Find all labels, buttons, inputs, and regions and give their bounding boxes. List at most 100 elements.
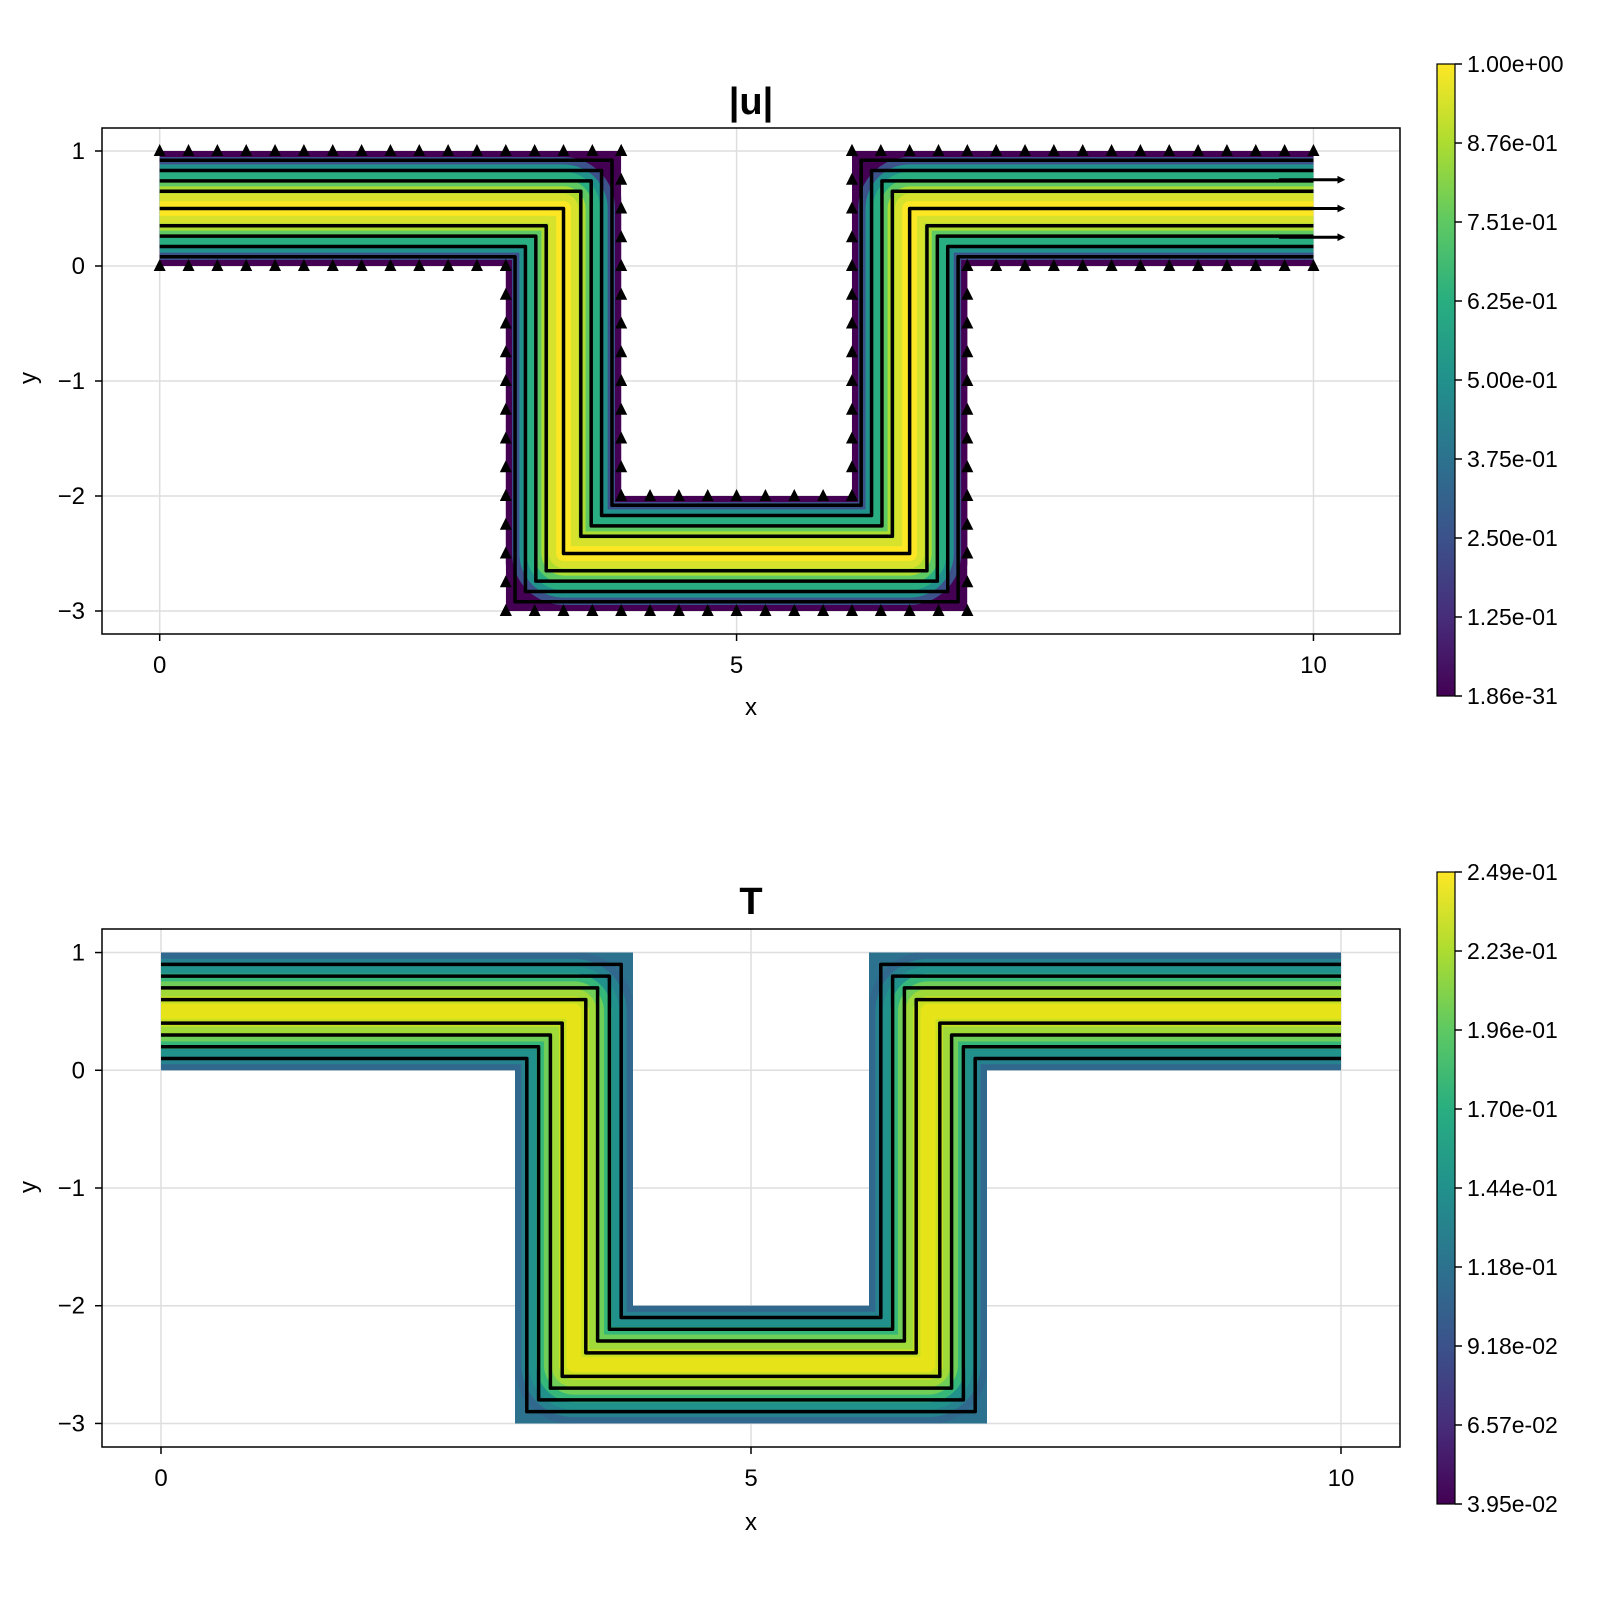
wall-marker [961,460,974,473]
wall-marker [499,287,512,300]
wall-marker [701,604,714,616]
wall-marker [730,489,743,501]
wall-marker [297,259,310,271]
wall-marker [874,144,887,156]
wall-marker [845,604,858,616]
wall-marker [499,431,512,444]
wall-marker [845,489,858,501]
wall-marker [1076,259,1089,271]
wall-marker [1134,259,1147,271]
wall-marker [672,489,685,501]
wall-marker [845,172,858,185]
wall-marker [586,604,599,616]
wall-marker [182,259,195,271]
x-tick-label: 0 [153,652,166,679]
wall-marker [615,431,628,444]
chart-temperature: T 0 5 1010−1−2−32.49e-012.23e-011.96e-011.… [15,859,1558,1536]
wall-marker [326,144,339,156]
wall-marker [1220,144,1233,156]
streamline [161,974,1341,1332]
colorbar-tick-label: 5.00e-01 [1467,367,1558,393]
x-tick-label: 10 [1328,1465,1355,1492]
wall-marker [499,316,512,329]
colorbar-gradient-bar [1436,63,1456,697]
wall-marker [499,575,512,588]
y-tick-label: 0 [72,253,85,280]
wall-marker [470,144,483,156]
wall-marker [384,144,397,156]
wall-marker [240,144,253,156]
wall-marker [845,431,858,444]
streamline [161,962,1341,1320]
field-band [161,1003,1341,1373]
wall-marker [499,517,512,530]
wall-marker [413,259,426,271]
wall-marker [672,604,685,616]
wall-marker [615,259,628,271]
wall-marker [817,489,830,501]
streamline [159,158,1314,507]
streamlines [161,962,1341,1414]
wall-marker [990,259,1003,271]
wall-marker [1278,259,1291,271]
wall-marker [615,460,628,473]
wall-marker [499,460,512,473]
wall-marker [961,259,974,271]
streamline [159,234,1314,583]
wall-marker [961,144,974,156]
y-axis-label: y [15,1181,42,1193]
streamline [161,1056,1341,1414]
wall-marker [1105,144,1118,156]
wall-marker [1047,259,1060,271]
wall-marker [644,489,657,501]
wall-marker [442,259,455,271]
field [161,952,1341,1424]
wall-marker [442,144,455,156]
y-axis-label: y [15,372,42,384]
streamline [159,255,1314,604]
wall-marker [1249,144,1262,156]
streamline [159,224,1314,573]
streamline [161,986,1341,1343]
wall-marker [1307,144,1320,156]
wall-marker [615,172,628,185]
wall-marker [1019,144,1032,156]
wall-marker [903,604,916,616]
arrows [153,144,1346,616]
wall-marker [788,604,801,616]
wall-marker [615,201,628,214]
streamline [159,189,1314,538]
wall-marker [615,489,628,501]
y-tick-label: −2 [58,483,85,510]
streamline [159,168,1314,518]
wall-marker [499,345,512,358]
streamline [159,206,1314,556]
x-axis-label: x [745,1509,757,1536]
colorbar-tick-label: 1.44e-01 [1467,1175,1558,1201]
colorbar-tick-label: 1.70e-01 [1467,1096,1558,1122]
x-tick-label: 0 [154,1465,167,1492]
wall-marker [961,287,974,300]
wall-marker [615,402,628,415]
streamline [159,179,1314,528]
wall-marker [1249,259,1262,271]
x-tick-label: 5 [730,652,743,679]
wall-marker [1220,259,1233,271]
wall-marker [615,604,628,616]
wall-marker [961,489,974,501]
wall-marker [845,460,858,473]
wall-marker [817,604,830,616]
wall-marker [961,546,974,559]
wall-marker [586,144,599,156]
wall-marker [1076,144,1089,156]
colorbar-tick-label: 3.75e-01 [1467,446,1558,472]
wall-marker [615,144,628,156]
wall-marker [413,144,426,156]
wall-marker [701,489,714,501]
wall-marker [845,287,858,300]
colorbar-tick-label: 6.25e-01 [1467,288,1558,314]
y-tick-label: 1 [72,940,85,967]
wall-marker [528,604,541,616]
wall-marker [961,517,974,530]
wall-marker [499,259,512,271]
